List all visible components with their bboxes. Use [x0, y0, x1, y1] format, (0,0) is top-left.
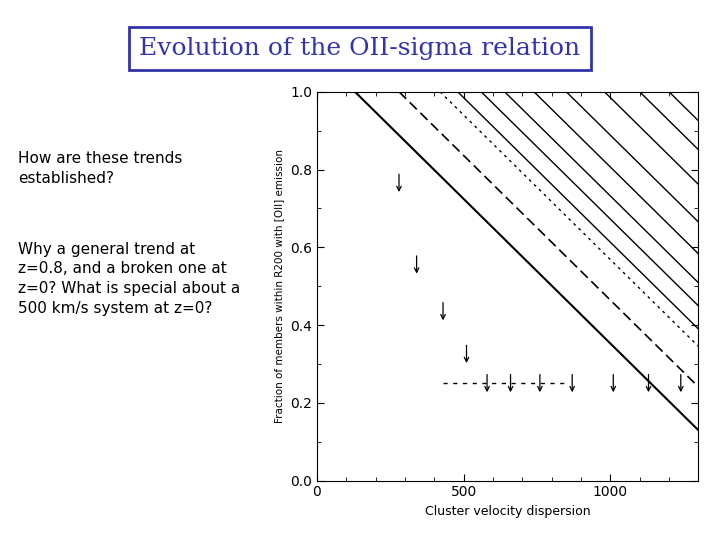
Text: Why a general trend at
z=0.8, and a broken one at
z=0? What is special about a
5: Why a general trend at z=0.8, and a brok… — [18, 241, 240, 316]
Text: How are these trends
established?: How are these trends established? — [18, 151, 182, 186]
X-axis label: Cluster velocity dispersion: Cluster velocity dispersion — [425, 505, 590, 518]
Text: Evolution of the OII-sigma relation: Evolution of the OII-sigma relation — [140, 37, 580, 60]
Y-axis label: Fraction of members within R200 with [OII] emission: Fraction of members within R200 with [OI… — [274, 149, 284, 423]
